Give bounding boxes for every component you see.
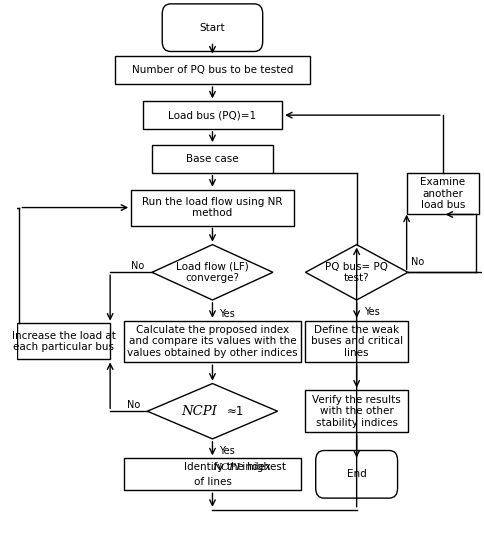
Text: End: End xyxy=(346,470,366,479)
Text: Load flow (LF)
converge?: Load flow (LF) converge? xyxy=(176,262,248,283)
Bar xyxy=(131,190,293,225)
Text: Yes: Yes xyxy=(219,446,235,456)
Polygon shape xyxy=(151,245,272,300)
Text: Base case: Base case xyxy=(186,154,238,164)
Text: No: No xyxy=(131,260,144,271)
Bar xyxy=(142,101,282,129)
Text: Examine
another
load bus: Examine another load bus xyxy=(419,177,464,210)
Text: PQ bus= PQ
test?: PQ bus= PQ test? xyxy=(324,262,387,283)
Text: Verify the results
with the other
stability indices: Verify the results with the other stabil… xyxy=(312,395,400,428)
Text: index: index xyxy=(239,462,271,472)
Bar xyxy=(17,324,110,359)
Text: Identify the highest: Identify the highest xyxy=(183,462,288,472)
Polygon shape xyxy=(305,245,407,300)
Text: No: No xyxy=(126,400,140,410)
Text: Number of PQ bus to be tested: Number of PQ bus to be tested xyxy=(132,65,292,75)
Text: No: No xyxy=(410,257,424,267)
Text: Run the load flow using NR
method: Run the load flow using NR method xyxy=(142,197,282,219)
Bar xyxy=(124,458,300,490)
FancyBboxPatch shape xyxy=(315,451,397,498)
Text: ≈1: ≈1 xyxy=(227,405,244,418)
FancyBboxPatch shape xyxy=(162,4,262,51)
Text: Define the weak
buses and critical
lines: Define the weak buses and critical lines xyxy=(310,325,402,358)
Polygon shape xyxy=(147,383,277,439)
Bar xyxy=(406,173,478,215)
Text: Load bus (PQ)=1: Load bus (PQ)=1 xyxy=(168,110,256,120)
Text: Start: Start xyxy=(199,23,225,32)
Text: NCPI: NCPI xyxy=(212,463,240,472)
Bar xyxy=(305,321,407,362)
Text: Yes: Yes xyxy=(219,309,235,319)
Bar xyxy=(305,391,407,432)
Text: Increase the load at
each particular bus: Increase the load at each particular bus xyxy=(12,331,115,352)
Text: NCPI: NCPI xyxy=(181,405,217,418)
Bar xyxy=(115,56,309,84)
Bar xyxy=(151,145,272,173)
Text: Yes: Yes xyxy=(363,307,378,317)
Bar xyxy=(124,321,300,362)
Text: of lines: of lines xyxy=(193,476,231,486)
Text: Calculate the proposed index
and compare its values with the
values obtained by : Calculate the proposed index and compare… xyxy=(127,325,297,358)
